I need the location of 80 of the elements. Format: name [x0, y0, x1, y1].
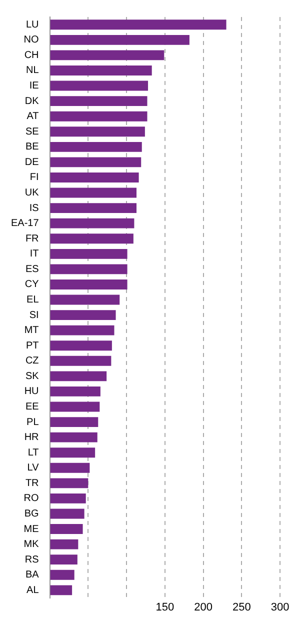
y-tick-label: UK	[24, 188, 40, 199]
bar	[50, 234, 134, 244]
bar	[50, 448, 96, 458]
bar	[50, 294, 120, 305]
bar	[50, 218, 134, 228]
y-tick-label: SK	[25, 370, 40, 382]
y-tick-label: BE	[25, 142, 40, 153]
y-tick-label: AL	[26, 584, 40, 596]
y-tick-label: IS	[29, 202, 40, 214]
y-tick-label: SI	[29, 310, 39, 321]
bar	[50, 356, 112, 366]
bar	[50, 570, 74, 580]
bar	[50, 539, 78, 550]
bar	[50, 478, 88, 488]
y-tick-label: FI	[30, 172, 39, 184]
bar	[50, 280, 128, 290]
bar	[50, 96, 148, 106]
bar	[50, 248, 128, 259]
bar	[50, 111, 148, 122]
y-tick-label: HU	[24, 386, 39, 398]
y-tick-label: MT	[24, 325, 39, 336]
bar	[50, 386, 100, 396]
y-tick-label: LU	[26, 19, 39, 30]
y-tick-label: CZ	[25, 356, 39, 367]
y-tick-label: CY	[24, 279, 40, 290]
bar	[50, 402, 100, 412]
bar	[50, 66, 152, 76]
y-tick-label: NO	[24, 34, 40, 46]
bar	[50, 20, 226, 30]
x-tick-label: 250	[232, 601, 251, 614]
x-tick-label: 300	[270, 601, 290, 614]
y-tick-label: EE	[25, 401, 40, 412]
y-tick-label: ME	[24, 524, 40, 535]
bar	[50, 493, 86, 504]
y-tick-label: LT	[28, 447, 39, 458]
y-tick-label: BG	[24, 508, 40, 520]
y-tick-label: SE	[25, 126, 40, 138]
bar	[50, 50, 164, 60]
bar	[50, 432, 98, 442]
bar	[50, 554, 78, 565]
bar	[50, 203, 137, 214]
y-tick-label: AT	[26, 111, 39, 122]
y-tick-label: IT	[30, 248, 39, 260]
bar	[50, 340, 112, 351]
y-tick-label: BA	[25, 570, 40, 581]
x-tick-label: 150	[156, 601, 174, 614]
bar	[50, 508, 84, 519]
bar	[50, 417, 98, 427]
y-tick-label: NL	[26, 65, 40, 76]
y-tick-label: MK	[24, 539, 40, 550]
y-tick-label: PL	[26, 416, 40, 428]
y-tick-label: EL	[26, 294, 40, 306]
bar	[50, 524, 83, 534]
bar	[50, 264, 128, 274]
bar	[50, 172, 139, 182]
y-tick-label: PT	[26, 340, 39, 352]
bar	[50, 462, 90, 473]
bar	[50, 34, 190, 45]
y-tick-label: ES	[25, 264, 40, 275]
y-tick-label: IE	[29, 80, 40, 92]
y-tick-label: CH	[24, 50, 39, 61]
y-tick-label: EA-17	[10, 218, 40, 230]
y-tick-label: TR	[25, 478, 39, 489]
bar	[50, 142, 142, 152]
bar	[50, 80, 148, 91]
y-tick-label: HR	[24, 432, 39, 444]
bar	[50, 310, 116, 320]
bar	[50, 585, 72, 596]
y-tick-label: LV	[27, 462, 40, 474]
bar	[50, 157, 142, 168]
y-tick-label: RO	[24, 493, 40, 504]
bar	[50, 188, 137, 198]
bar	[50, 126, 145, 137]
x-tick-label: 200	[194, 601, 212, 614]
y-tick-label: DE	[24, 156, 40, 168]
bar	[50, 325, 114, 336]
bar	[50, 371, 107, 382]
y-tick-label: DK	[24, 96, 40, 107]
y-tick-label: RS	[24, 554, 40, 566]
y-tick-label: FR	[25, 233, 39, 244]
